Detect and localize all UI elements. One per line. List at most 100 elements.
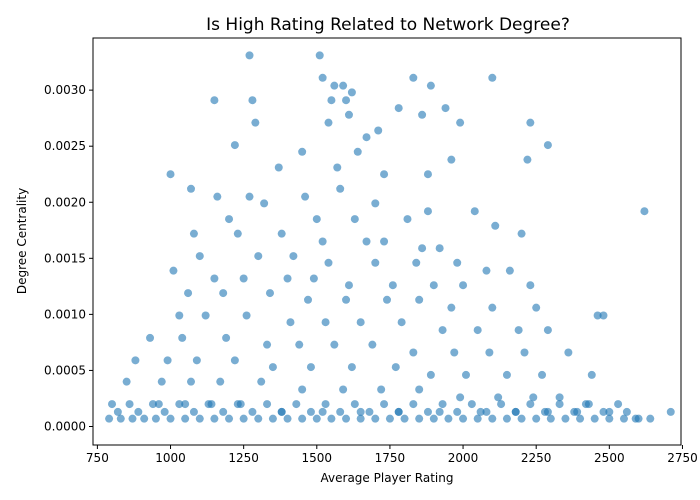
data-point (336, 184, 345, 193)
data-point (447, 155, 456, 164)
x-axis-title: Average Player Rating (321, 471, 454, 485)
data-point (666, 407, 675, 416)
data-point (350, 400, 359, 409)
data-point (511, 407, 520, 416)
data-point (409, 73, 418, 82)
data-point (157, 377, 166, 386)
data-point (397, 318, 406, 327)
data-point (517, 229, 526, 238)
data-point (292, 400, 301, 409)
data-point (169, 266, 178, 275)
data-point (327, 96, 336, 105)
data-point (391, 363, 400, 372)
data-point (216, 377, 225, 386)
data-point (330, 340, 339, 349)
data-point (380, 237, 389, 246)
data-point (304, 295, 313, 304)
data-point (438, 400, 447, 409)
data-point (306, 407, 315, 416)
data-point (529, 393, 538, 402)
data-point (520, 348, 529, 357)
data-point (564, 348, 573, 357)
data-point (523, 155, 532, 164)
data-point (371, 414, 380, 423)
data-point (210, 414, 219, 423)
chart-title: Is High Rating Related to Network Degree… (206, 15, 570, 35)
data-point (403, 215, 412, 224)
data-point (154, 400, 163, 409)
data-point (277, 229, 286, 238)
data-point (400, 414, 409, 423)
data-point (450, 348, 459, 357)
data-point (184, 289, 193, 298)
data-point (248, 407, 257, 416)
data-point (543, 326, 552, 335)
data-point (187, 184, 195, 193)
data-point (526, 400, 535, 409)
data-point (429, 414, 438, 423)
data-point (347, 363, 356, 372)
data-point (245, 192, 254, 201)
data-point (470, 207, 479, 216)
data-point (380, 400, 389, 409)
data-point (295, 340, 304, 349)
data-point (418, 110, 427, 119)
data-point (213, 192, 222, 201)
data-point (415, 385, 424, 394)
data-point (599, 407, 608, 416)
data-point (453, 407, 462, 416)
data-point (327, 414, 336, 423)
data-point (148, 400, 157, 409)
data-point (514, 326, 523, 335)
data-point (219, 407, 228, 416)
data-point (108, 400, 117, 409)
data-point (339, 81, 348, 90)
data-point (210, 96, 219, 105)
data-point (225, 414, 234, 423)
data-point (321, 400, 330, 409)
data-point (239, 274, 248, 283)
y-tick-label: 0.0025 (44, 139, 86, 153)
data-point (219, 289, 228, 298)
data-point (543, 141, 552, 150)
data-point (134, 407, 143, 416)
data-point (192, 356, 201, 365)
data-point (233, 400, 242, 409)
data-point (488, 414, 497, 423)
data-point (344, 110, 353, 119)
data-point (312, 215, 321, 224)
data-point (584, 400, 593, 409)
data-point (298, 414, 307, 423)
y-tick-label: 0.0010 (44, 307, 86, 321)
data-point (593, 311, 602, 320)
data-point (131, 356, 140, 365)
x-tick-label: 2750 (667, 451, 698, 465)
data-point (526, 118, 535, 127)
data-point (576, 414, 585, 423)
data-point (423, 170, 432, 179)
data-point (631, 414, 640, 423)
data-point (318, 237, 327, 246)
data-point (166, 170, 175, 179)
data-point (640, 207, 649, 216)
data-point (222, 333, 231, 342)
data-point (342, 295, 351, 304)
data-point (210, 274, 219, 283)
data-point (274, 163, 283, 172)
data-point (435, 407, 444, 416)
data-point (532, 414, 541, 423)
data-point (347, 88, 356, 97)
data-point (257, 377, 266, 386)
data-point (365, 407, 374, 416)
x-tick-label: 1000 (155, 451, 186, 465)
data-point (175, 400, 184, 409)
data-point (283, 414, 292, 423)
data-point (555, 393, 564, 402)
data-point (447, 303, 456, 312)
data-point (286, 318, 295, 327)
data-point (181, 400, 190, 409)
x-tick-label: 1750 (375, 451, 406, 465)
data-point (163, 356, 172, 365)
data-point (429, 281, 438, 290)
